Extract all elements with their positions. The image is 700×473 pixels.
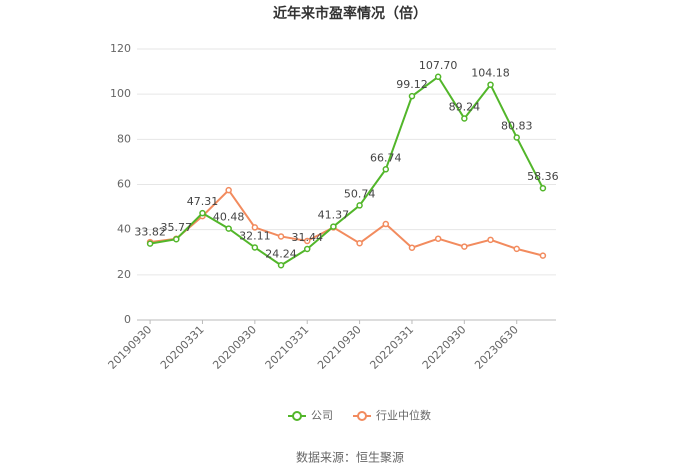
y-tick-label: 80: [117, 132, 131, 145]
data-point: [277, 262, 285, 269]
data-point: [408, 92, 416, 100]
data-point: [539, 184, 547, 192]
data-label: 89.24: [449, 100, 481, 113]
data-label: 40.48: [213, 211, 245, 224]
data-label: 33.82: [134, 226, 166, 239]
data-point: [173, 235, 180, 243]
legend-label: 行业中位数: [376, 408, 431, 422]
data-point: [356, 239, 363, 247]
x-tick-label: 20210331: [263, 323, 312, 372]
series-line: [149, 75, 544, 267]
data-label: 31.44: [291, 231, 323, 244]
legend-label: 公司: [311, 409, 333, 422]
data-point: [408, 244, 416, 251]
data-point: [513, 134, 520, 141]
data-point: [513, 245, 520, 253]
data-point: [356, 202, 363, 209]
data-label: 41.37: [318, 209, 350, 222]
x-tick-label: 20230630: [472, 323, 521, 372]
data-point: [225, 186, 232, 194]
y-tick-label: 120: [110, 42, 131, 55]
data-label: 32.11: [239, 229, 271, 242]
data-point: [251, 244, 259, 251]
data-point: [303, 245, 311, 253]
x-tick-label: 20220331: [367, 323, 416, 372]
x-tick-label: 20220930: [420, 323, 469, 372]
data-label: 104.18: [471, 67, 510, 80]
y-tick-label: 60: [117, 178, 131, 191]
data-point: [487, 236, 494, 244]
data-point: [251, 224, 259, 231]
chart-title: 近年来市盈率情况（倍）: [273, 5, 427, 22]
source: 数据来源：恒生聚源: [296, 450, 404, 465]
data-label: 58.36: [527, 170, 559, 183]
data-label: 50.74: [344, 187, 376, 200]
y-tick-label: 100: [110, 87, 131, 100]
data-label: 66.74: [370, 151, 402, 164]
data-label: 107.70: [419, 59, 458, 72]
x-tick-label: 20200331: [158, 323, 207, 372]
y-tick-label: 20: [117, 268, 131, 281]
data-label: 80.83: [501, 119, 533, 132]
data-point: [277, 233, 285, 240]
series-line: [149, 188, 544, 257]
legend-marker: [292, 411, 302, 421]
data-point: [539, 252, 547, 259]
data-label: 35.77: [161, 221, 193, 234]
data-point: [382, 166, 390, 173]
data-point: [461, 243, 468, 250]
x-tick-label: 20200930: [210, 323, 259, 372]
data-label: 47.31: [187, 195, 219, 208]
data-point: [382, 220, 390, 228]
data-point: [461, 115, 468, 122]
data-label: 24.24: [265, 247, 297, 260]
x-tick-label: 20190930: [106, 323, 155, 372]
data-point: [434, 73, 442, 81]
data-point: [225, 225, 232, 232]
data-point: [199, 209, 206, 217]
data-point: [146, 240, 154, 247]
data-point: [303, 237, 311, 245]
y-tick-label: 0: [124, 313, 131, 326]
legend-marker: [357, 411, 367, 421]
y-tick-label: 40: [117, 223, 131, 236]
data-point: [434, 235, 442, 242]
data-label: 99.12: [396, 78, 428, 91]
x-tick-label: 20210930: [315, 323, 364, 372]
data-point: [330, 223, 337, 230]
data-point: [487, 81, 494, 88]
